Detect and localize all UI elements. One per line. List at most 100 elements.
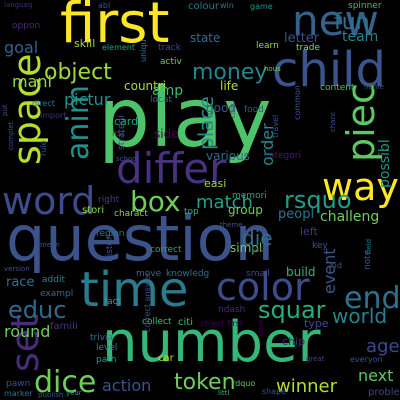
word-year: pawn (6, 379, 31, 389)
word-countri: countri (124, 79, 167, 93)
word-piec: piec (339, 83, 383, 162)
word-move: move (136, 269, 162, 279)
word-abl: abl (98, 1, 111, 10)
word-pictur: pictur (64, 90, 111, 109)
word-round: round (4, 322, 51, 341)
word-state: state (190, 31, 221, 45)
word-token: token (174, 370, 236, 395)
word-path: path (96, 355, 117, 365)
word-word: word (2, 179, 96, 223)
word-left: left (300, 225, 318, 238)
word-activ: activ (160, 57, 182, 67)
word-goal: goal (4, 38, 39, 57)
word-common: everyon (350, 355, 383, 364)
word-winner: winner (276, 376, 338, 397)
word-letter: letter (284, 31, 320, 46)
word-object: object (44, 60, 112, 85)
word-shape: book (257, 318, 265, 336)
word-mani: mani (12, 72, 52, 91)
word-knowledg: knowledg (166, 269, 210, 279)
word-color: color (216, 265, 310, 309)
word-educ: educ (8, 296, 67, 324)
word-win: win (220, 1, 234, 10)
word-child: child (272, 42, 386, 98)
word-region: region (96, 229, 125, 239)
word-list: list (112, 129, 126, 139)
word-chip: chip (282, 335, 306, 348)
word-differ: differ (116, 144, 227, 193)
word-fun: fun (334, 10, 370, 35)
word-theme: school (116, 155, 139, 163)
word-addit: addit (42, 275, 65, 285)
word-element: uniqu (139, 39, 148, 62)
word-oppon: oppon (12, 21, 41, 31)
word-way: way (322, 165, 399, 209)
word-life: life (220, 79, 239, 93)
word-spinner: spinner (348, 1, 382, 11)
word-next: next (358, 366, 394, 385)
word-race: race (6, 275, 35, 290)
word-histori: histori (105, 233, 115, 262)
word-side: side (154, 127, 179, 141)
word-card: card (114, 115, 139, 128)
word-top: top (184, 207, 199, 217)
word-marker: publish (38, 391, 64, 399)
word-last: key (312, 241, 328, 251)
word-time: time (80, 262, 189, 318)
word-easi: easi (204, 177, 227, 190)
word-inform: import (40, 111, 67, 120)
word-trivia: trivia (90, 333, 114, 343)
word-variant: chanc (329, 111, 337, 132)
word-correct: correct (150, 245, 182, 255)
word-book: littl (218, 389, 230, 397)
word-group: group (228, 203, 263, 217)
word-amp: amp (152, 83, 184, 99)
word-school: field (365, 238, 373, 254)
word-money: money (192, 60, 268, 85)
word-content: common (293, 85, 302, 120)
word-field: correct answer (143, 272, 152, 332)
word-type: type (304, 317, 329, 330)
word-skill: skill (74, 37, 96, 50)
word-direct: element (102, 43, 135, 52)
word-small: small (246, 269, 270, 279)
word-famili: famili (50, 321, 78, 332)
word-build: build (286, 265, 316, 279)
word-part: coin (229, 103, 237, 118)
word-end: end (344, 281, 400, 316)
word-game: game (250, 2, 273, 11)
word-chanc: home (364, 83, 384, 91)
word-age: age (366, 336, 400, 357)
word-citi: citi (178, 317, 193, 328)
word-complet: put (1, 104, 9, 116)
word-home: last (252, 245, 267, 254)
word-track: track (158, 43, 181, 53)
word-opportun: mean (40, 241, 60, 249)
word-rsquo: rsquo (284, 186, 352, 214)
word-locat: locat (150, 95, 172, 105)
word-correct-answer: complet (7, 121, 15, 150)
word-littl: problem (368, 387, 400, 398)
word-level: level (96, 343, 118, 353)
word-peopl: peopl (278, 207, 315, 222)
word-name: rule (39, 140, 48, 156)
word-first: first (60, 0, 170, 56)
word-simpl: simpl (230, 241, 263, 255)
word-number: number (102, 310, 321, 375)
word-right: right (98, 195, 120, 205)
word-squar: squar (258, 296, 326, 324)
word-food: food (244, 105, 264, 115)
word-good: good (206, 101, 236, 115)
word-dice: dice (34, 365, 97, 400)
word-car: car (158, 353, 174, 364)
word-trade: trade (296, 43, 320, 53)
word-pawn: kid (330, 261, 342, 270)
word-hous: hous (264, 65, 281, 73)
word-great: rdquo (232, 379, 256, 388)
word-categori: categori (264, 151, 301, 161)
word-box: box (130, 185, 181, 218)
word-learn: learn (256, 41, 279, 51)
word-uniqu: travel (271, 114, 280, 138)
word-various: various (206, 149, 250, 163)
